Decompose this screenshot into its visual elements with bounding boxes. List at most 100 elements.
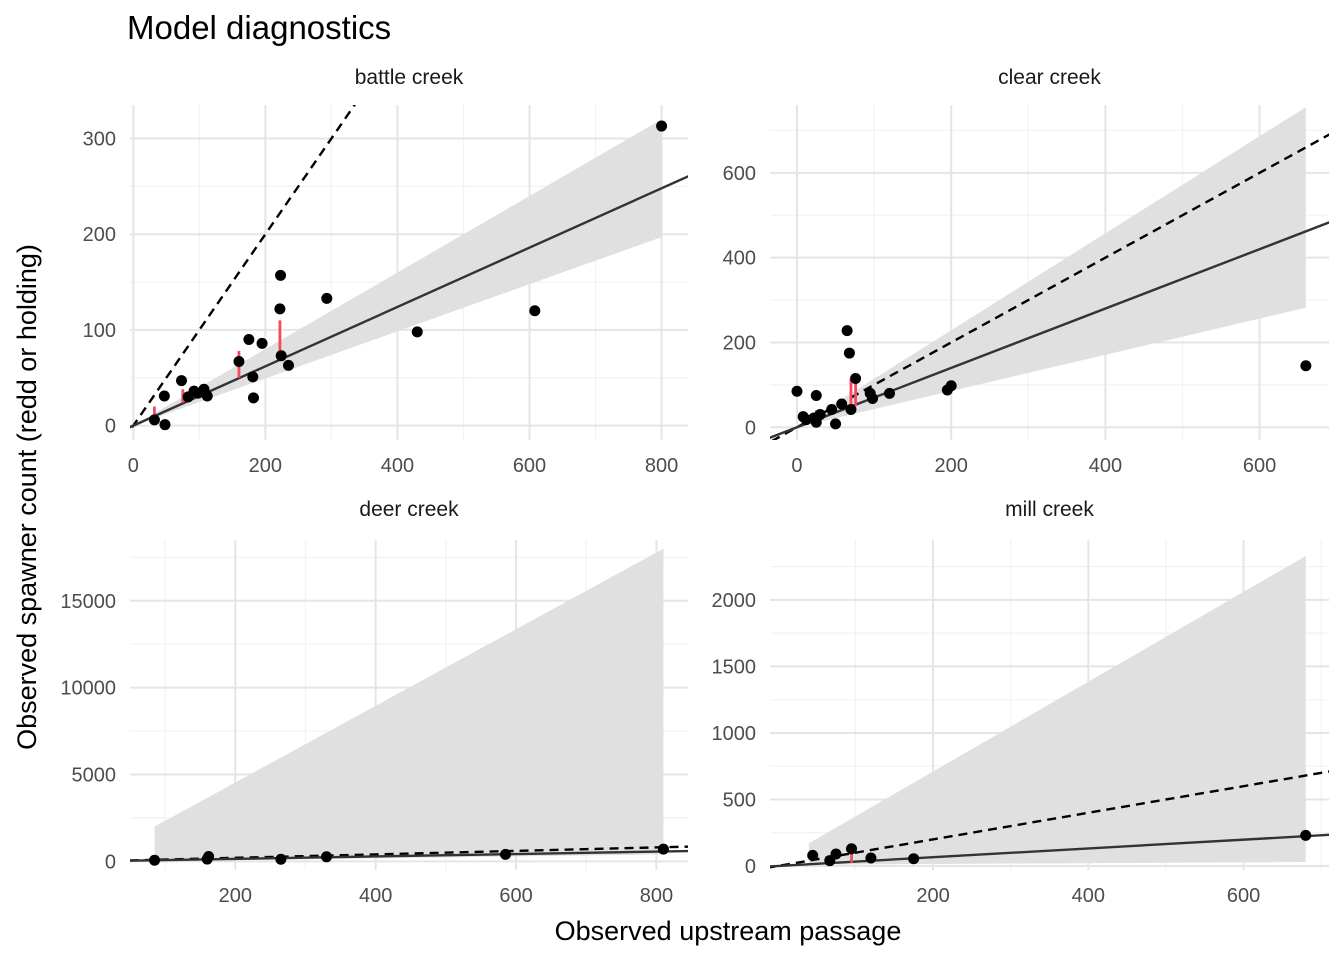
data-point: [826, 403, 838, 415]
data-point: [149, 854, 161, 866]
x-tick-label: 600: [499, 885, 532, 907]
y-tick-label: 1500: [712, 656, 757, 678]
x-tick-label: 800: [640, 885, 673, 907]
data-point: [656, 120, 668, 132]
y-tick-label: 15000: [60, 591, 116, 613]
data-point: [159, 419, 171, 431]
fit-line: [130, 849, 688, 862]
y-tick-label: 600: [723, 163, 756, 185]
data-point: [243, 334, 255, 345]
data-point: [275, 350, 287, 362]
data-point: [843, 347, 855, 359]
data-point: [814, 409, 826, 421]
x-tick-label: 200: [935, 455, 968, 477]
y-tick-label: 0: [745, 856, 756, 878]
facet-panel: battle creek 0 200 400 600 800 0 100 200 300: [83, 66, 688, 477]
x-tick-label: 600: [1243, 455, 1276, 477]
data-point: [850, 373, 862, 385]
plot-layer: [130, 548, 688, 866]
y-tick-label: 0: [105, 416, 116, 438]
plot-layer: [770, 555, 1329, 869]
y-axis-title: Observed spawner count (redd or holding): [12, 244, 42, 750]
y-tick-label: 400: [723, 248, 756, 270]
data-point: [158, 390, 170, 402]
facet-strip-label: mill creek: [1005, 498, 1094, 521]
data-point: [845, 403, 857, 415]
x-tick-label: 800: [645, 455, 678, 477]
data-point: [945, 380, 957, 392]
data-point: [884, 387, 896, 399]
facet-panel: clear creek 0 200 400 600 0 200 400 600: [723, 66, 1329, 477]
facet-panel: mill creek 200 400 600 0 500 1000 1500 2000: [712, 498, 1329, 907]
data-point: [830, 848, 842, 860]
data-point: [841, 325, 853, 337]
facet-panels: battle creek 0 200 400 600 800 0 100 200 300 clear…: [60, 66, 1329, 907]
x-tick-label: 400: [1089, 455, 1122, 477]
data-point: [148, 414, 160, 426]
confidence-ribbon: [808, 555, 1306, 865]
x-tick-label: 0: [128, 455, 139, 477]
data-point: [201, 390, 213, 402]
data-point: [657, 843, 669, 855]
data-point: [1300, 829, 1312, 841]
reference-line: [130, 105, 356, 433]
data-point: [836, 398, 848, 410]
plot-layer: [770, 107, 1329, 440]
x-tick-label: 200: [249, 455, 282, 477]
confidence-ribbon: [154, 548, 664, 862]
data-point: [1300, 360, 1312, 372]
data-point: [810, 389, 822, 401]
y-tick-label: 5000: [72, 764, 117, 786]
data-point: [256, 337, 268, 349]
x-tick-label: 0: [791, 455, 802, 477]
y-tick-label: 200: [723, 332, 756, 354]
data-point: [830, 418, 842, 430]
x-tick-label: 200: [219, 885, 252, 907]
data-point: [411, 326, 423, 338]
x-tick-label: 200: [916, 885, 949, 907]
y-tick-label: 1000: [712, 723, 757, 745]
data-point: [282, 359, 294, 371]
data-point: [908, 853, 920, 865]
x-tick-label: 600: [513, 455, 546, 477]
plot-layer: [130, 105, 688, 433]
data-point: [529, 305, 541, 317]
data-point: [865, 852, 877, 864]
y-tick-label: 10000: [60, 678, 116, 700]
confidence-ribbon: [796, 107, 1306, 428]
y-tick-label: 500: [723, 789, 756, 811]
y-tick-label: 0: [745, 417, 756, 439]
facet-strip-label: clear creek: [998, 66, 1101, 89]
x-tick-label: 400: [381, 455, 414, 477]
data-point: [203, 850, 215, 862]
confidence-ribbon: [133, 119, 662, 426]
data-point: [247, 371, 259, 383]
x-tick-label: 600: [1227, 885, 1260, 907]
x-tick-label: 400: [1072, 885, 1105, 907]
chart-title: Model diagnostics: [127, 9, 391, 46]
facet-panel: deer creek 200 400 600 800 0 5000 10000 15000: [60, 498, 688, 907]
fit-line: [130, 175, 688, 429]
data-point: [321, 851, 333, 863]
y-tick-label: 300: [83, 129, 116, 151]
x-axis-title: Observed upstream passage: [555, 916, 902, 946]
data-point: [176, 375, 188, 387]
x-tick-label: 400: [359, 885, 392, 907]
data-point: [321, 292, 333, 304]
data-point: [867, 392, 879, 404]
data-point: [846, 843, 858, 855]
data-point: [500, 848, 512, 860]
data-point: [275, 269, 287, 281]
y-tick-label: 100: [83, 320, 116, 342]
facet-strip-label: battle creek: [355, 66, 464, 89]
y-tick-label: 200: [83, 224, 116, 246]
data-point: [807, 849, 819, 861]
fit-line: [770, 833, 1329, 868]
y-tick-label: 0: [105, 851, 116, 873]
y-tick-label: 2000: [712, 590, 757, 612]
data-point: [247, 392, 259, 404]
data-point: [275, 853, 287, 865]
data-point: [791, 385, 803, 397]
data-point: [233, 356, 245, 368]
